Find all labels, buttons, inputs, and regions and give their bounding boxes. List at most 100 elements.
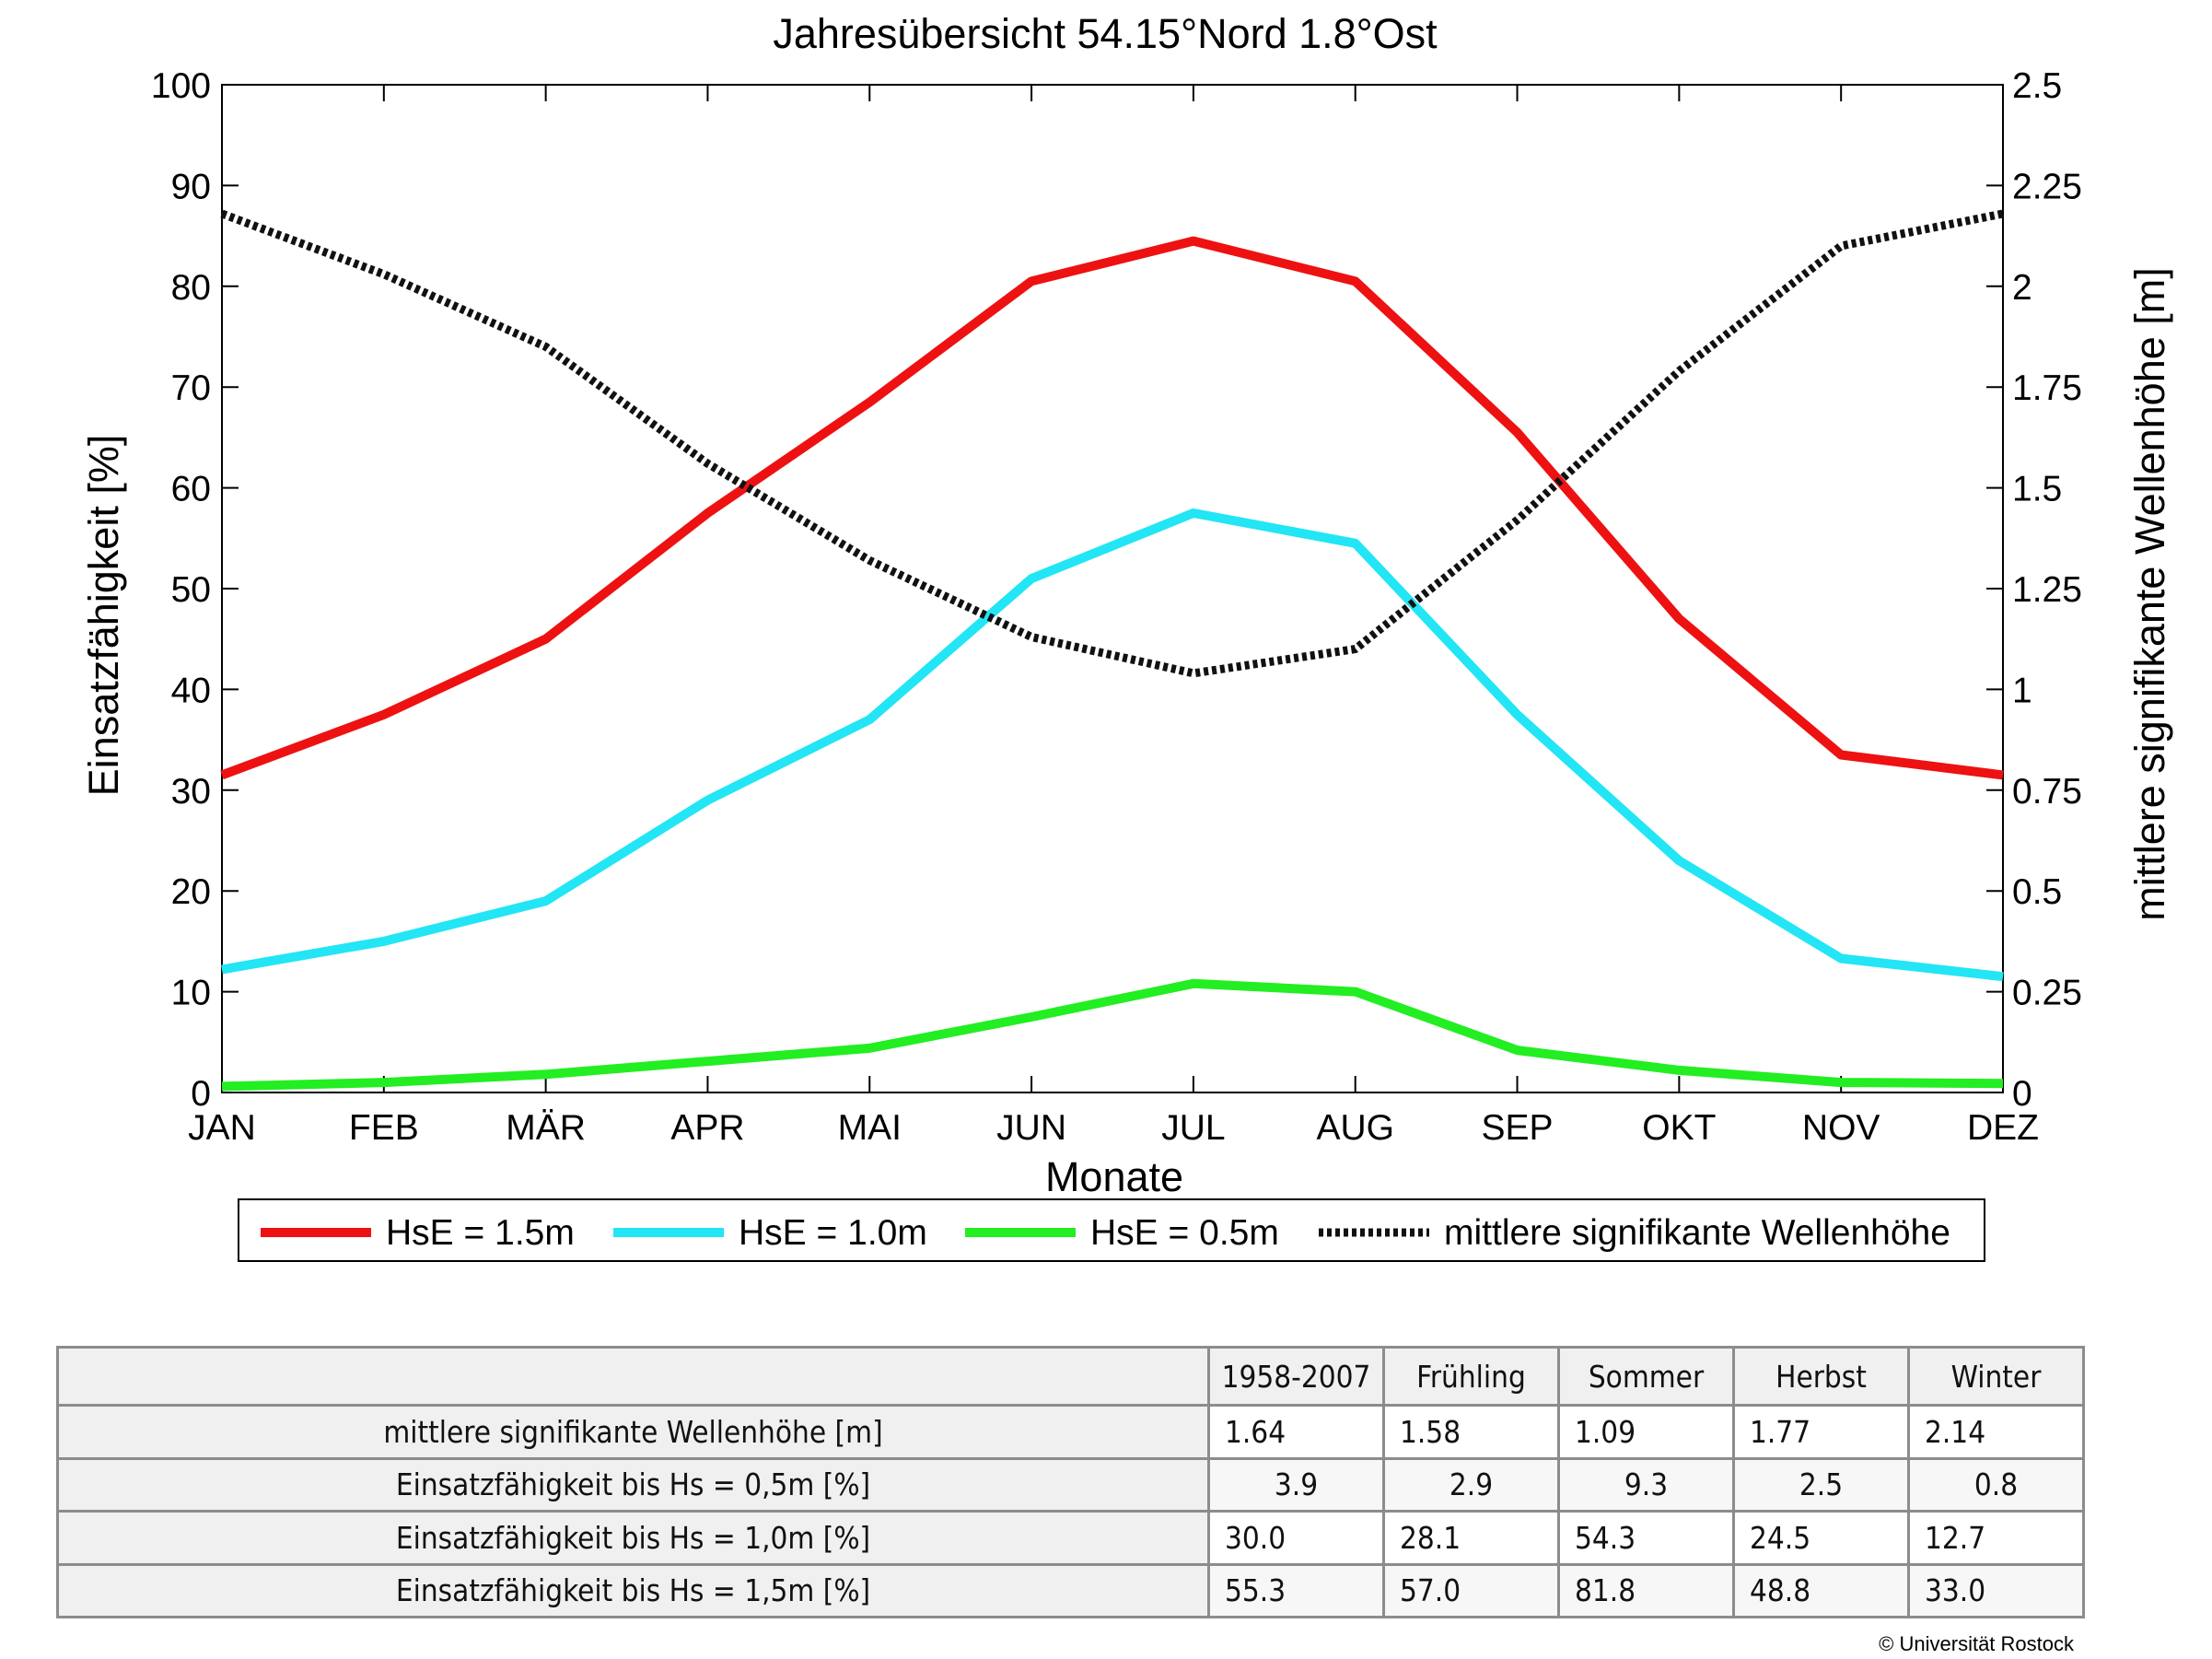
y-tick-label: 40 — [171, 671, 211, 710]
data-point — [545, 1073, 547, 1075]
table-cell: 54.3 — [1557, 1510, 1735, 1566]
data-point — [545, 900, 547, 902]
x-tick-label: MAI — [838, 1108, 902, 1148]
data-point — [706, 462, 708, 464]
data-point — [1840, 1081, 1842, 1083]
data-point — [868, 1047, 870, 1049]
data-point — [383, 940, 385, 942]
series-line-mittlere-signifikante-wellenh-he — [220, 209, 2004, 678]
data-point — [1517, 520, 1519, 521]
y-tick-label: 10 — [171, 974, 211, 1013]
x-tick-label: MÄR — [506, 1108, 586, 1148]
data-point — [1355, 543, 1356, 544]
x-axis-label: Monate — [1045, 1153, 1183, 1200]
legend-label: HsE = 0.5m — [1090, 1213, 1279, 1253]
y-tick-label: 60 — [171, 470, 211, 509]
data-point — [1030, 637, 1032, 638]
axes: 0 10 20 30 40 50 60 70 80 90 100 0 0.25 0.5 0.75 1 1.25 1… — [151, 66, 2082, 1148]
series-line-hse-1-5m — [220, 236, 2004, 780]
table-header-row: 1958-2007 Frühling Sommer Herbst Winter — [56, 1346, 2085, 1407]
y-tick-label: 30 — [171, 772, 211, 812]
data-point — [1030, 578, 1032, 579]
legend-label: mittlere signifikante Wellenhöhe — [1444, 1213, 1950, 1253]
x-tick-label: JAN — [188, 1108, 256, 1148]
data-point — [383, 1081, 385, 1083]
table-cell: 28.1 — [1382, 1510, 1560, 1566]
data-point — [1517, 714, 1519, 716]
series-lines — [220, 209, 2004, 1092]
data-point — [1355, 280, 1356, 282]
y2-tick-label: 0.75 — [2012, 772, 2082, 812]
data-point — [1193, 512, 1194, 514]
data-point — [706, 800, 708, 801]
data-point — [221, 969, 223, 971]
legend-label: HsE = 1.0m — [739, 1213, 927, 1253]
x-tick-label: SEP — [1482, 1108, 1554, 1148]
data-point — [545, 638, 547, 640]
data-point — [1193, 672, 1194, 674]
table-row-label: mittlere signifikante Wellenhöhe [m] — [56, 1404, 1210, 1460]
data-point — [2002, 976, 2004, 977]
y2-tick-label: 1.25 — [2012, 570, 2082, 610]
y2-tick-label: 0.5 — [2012, 872, 2062, 912]
y2-tick-label: 2 — [2012, 268, 2032, 308]
data-point — [221, 213, 223, 215]
y2-tick-label: 1.75 — [2012, 368, 2082, 408]
table-header-cell: Frühling — [1382, 1346, 1560, 1407]
series-line-hse-0-5m — [221, 978, 2004, 1092]
table-cell: 33.0 — [1907, 1562, 2085, 1618]
data-point — [383, 714, 385, 716]
data-point — [2002, 774, 2004, 776]
y-tick-label: 100 — [151, 66, 211, 106]
y2-tick-label: 0.25 — [2012, 974, 2082, 1013]
y-tick-label: 50 — [171, 570, 211, 610]
y-tick-label: 0 — [191, 1074, 211, 1114]
table-cell: 55.3 — [1207, 1562, 1385, 1618]
y2-tick-label: 0 — [2012, 1074, 2032, 1114]
data-point — [1517, 431, 1519, 433]
data-point — [2002, 1082, 2004, 1084]
x-tick-label: JUL — [1161, 1108, 1225, 1148]
y-tick-label: 20 — [171, 872, 211, 912]
data-point — [1193, 983, 1194, 985]
statistics-table: 1958-2007 Frühling Sommer Herbst Winter … — [56, 1346, 2085, 1618]
y2-tick-label: 1 — [2012, 671, 2032, 710]
table-cell: 2.14 — [1907, 1404, 2085, 1460]
table-header-cell: Winter — [1907, 1346, 2085, 1407]
y2-tick-label: 2.25 — [2012, 167, 2082, 206]
data-point — [868, 559, 870, 561]
data-point — [2002, 213, 2004, 215]
x-tick-label: JUN — [996, 1108, 1066, 1148]
data-point — [1030, 280, 1032, 282]
table-cell: 57.0 — [1382, 1562, 1560, 1618]
table-row-label: Einsatzfähigkeit bis Hs = 1,0m [%] — [56, 1510, 1210, 1566]
table-cell: 1.77 — [1732, 1404, 1910, 1460]
data-point — [706, 512, 708, 514]
data-point — [1678, 859, 1680, 861]
data-point — [1517, 1049, 1519, 1051]
table-row: mittlere signifikante Wellenhöhe [m] 1.6… — [56, 1404, 2085, 1460]
chart: Jahresübersicht 54.15°Nord 1.8°Ost Monat… — [80, 10, 2173, 1262]
data-point — [1678, 370, 1680, 372]
data-point — [383, 274, 385, 275]
table-row-label: Einsatzfähigkeit bis Hs = 0,5m [%] — [56, 1456, 1210, 1513]
x-tick-label: NOV — [1802, 1108, 1880, 1148]
data-point — [1840, 754, 1842, 756]
data-point — [1355, 991, 1356, 993]
chart-title: Jahresübersicht 54.15°Nord 1.8°Ost — [773, 10, 1438, 57]
table-cell: 2.9 — [1382, 1456, 1560, 1513]
y-tick-label: 80 — [171, 268, 211, 308]
table-cell: 24.5 — [1732, 1510, 1910, 1566]
legend-label: HsE = 1.5m — [386, 1213, 575, 1253]
data-point — [1840, 957, 1842, 959]
table-row: Einsatzfähigkeit bis Hs = 1,0m [%] 30.0 … — [56, 1510, 2085, 1566]
series-line-hse-1-0m — [221, 508, 2004, 982]
data-point — [1355, 648, 1356, 650]
y-tick-label: 70 — [171, 368, 211, 408]
table-header-cell — [56, 1346, 1210, 1407]
data-point — [1030, 1016, 1032, 1018]
x-tick-label: DEZ — [1967, 1108, 2039, 1148]
data-point — [868, 719, 870, 720]
table-cell: 1.64 — [1207, 1404, 1385, 1460]
data-point — [868, 402, 870, 403]
